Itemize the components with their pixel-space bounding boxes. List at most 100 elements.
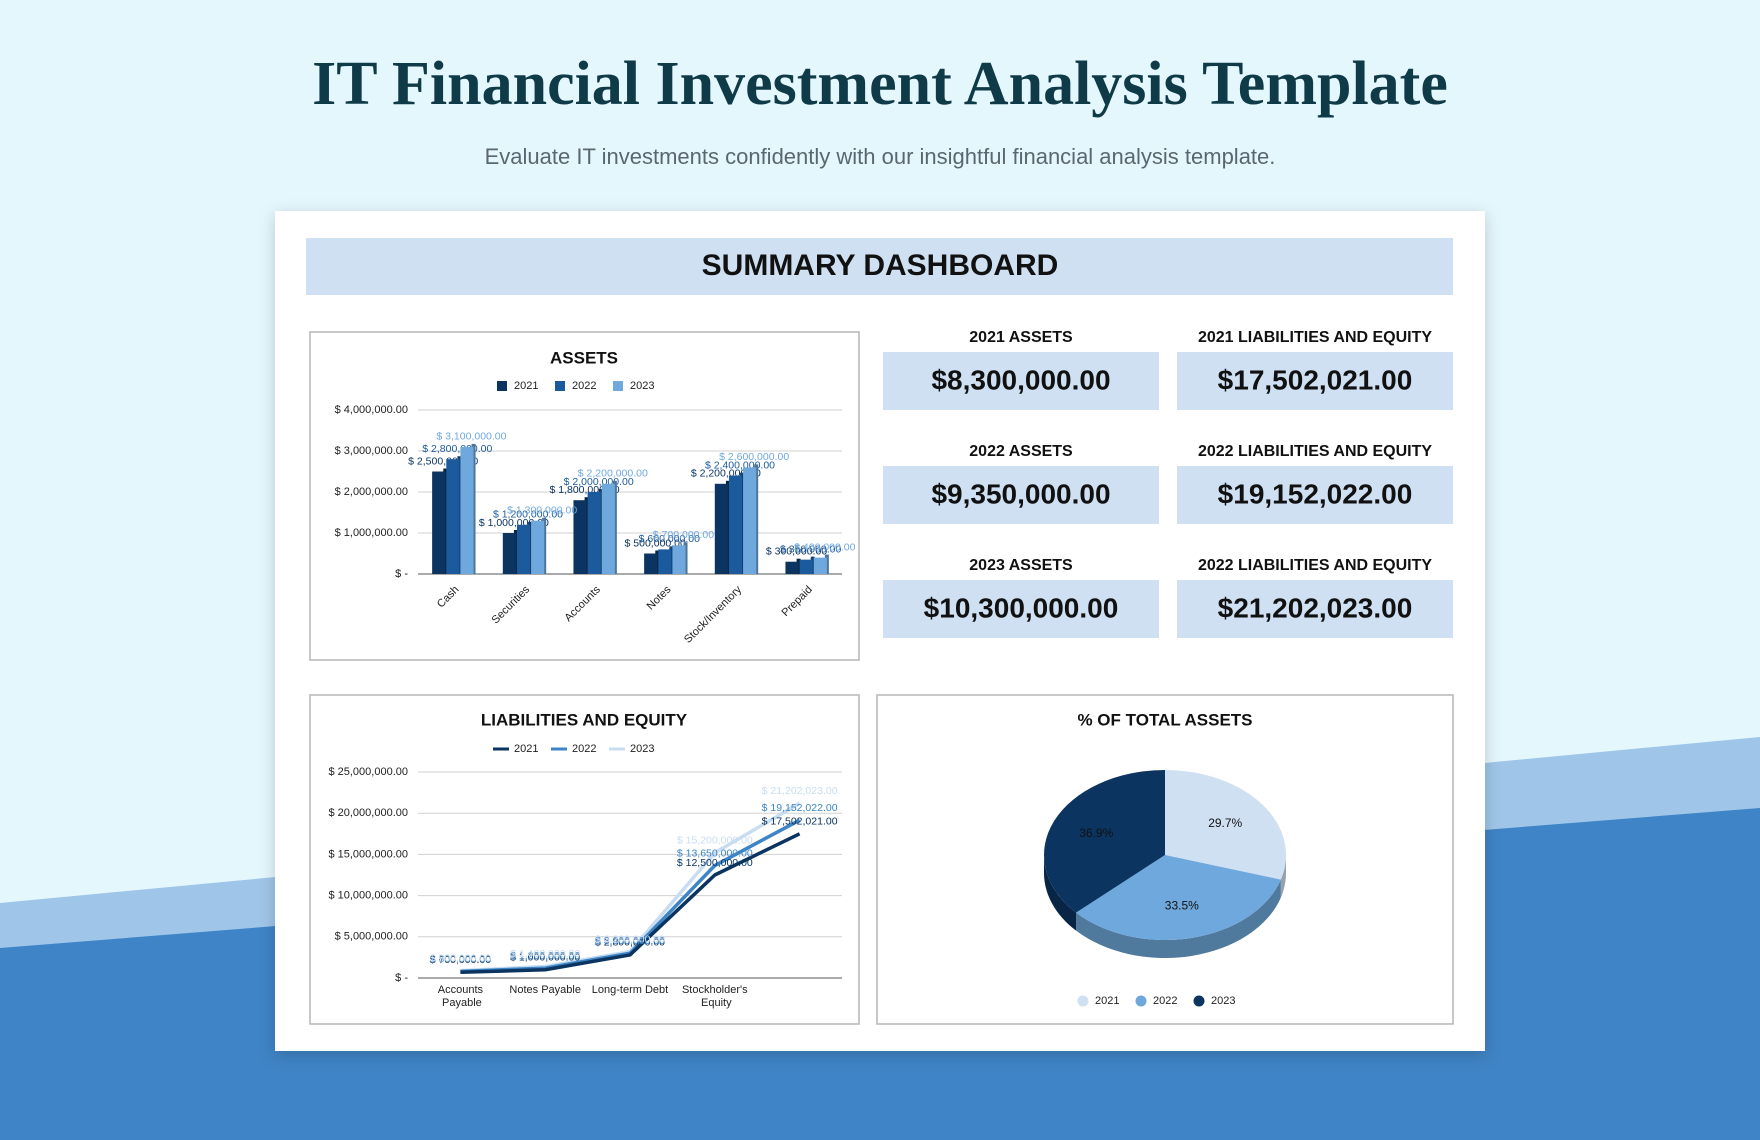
legend-label: 2022 — [1153, 995, 1177, 1007]
page-title: IT Financial Investment Analysis Templat… — [312, 50, 1448, 118]
panel — [309, 331, 860, 661]
panel — [309, 694, 860, 1025]
data-label: $ 15,200,000.00 — [677, 835, 753, 847]
data-label: $ 900,000.00 — [430, 952, 491, 964]
legend-swatch — [1135, 995, 1147, 1007]
data-label: $ 12,500,000.00 — [677, 857, 753, 869]
kpi-box — [1177, 466, 1453, 524]
bar — [743, 467, 757, 574]
chart-title: ASSETS — [550, 348, 618, 367]
y-tick-label: $ 10,000,000.00 — [328, 890, 408, 902]
data-label: $ 17,502,021.00 — [762, 816, 838, 828]
data-label: $ 3,200,000.00 — [595, 933, 665, 945]
legend-swatch — [1193, 995, 1205, 1007]
page-subtitle: Evaluate IT investments confidently with… — [485, 144, 1276, 169]
kpi-value: $10,300,000.00 — [924, 592, 1119, 623]
pie-slice — [1043, 770, 1165, 913]
x-tick-label: Notes Payable — [509, 984, 581, 996]
x-tick-label: Stockholder's Equity — [682, 984, 748, 1009]
bar — [531, 520, 545, 574]
kpi-box — [883, 352, 1159, 410]
y-tick-label: $ 2,000,000.00 — [335, 486, 408, 498]
kpi-label: 2022 ASSETS — [969, 443, 1073, 460]
data-label: $ 2,800,000.00 — [595, 937, 665, 949]
legend-label: 2021 — [514, 380, 538, 392]
y-tick-label: $ 20,000,000.00 — [328, 807, 408, 819]
chart-title: LIABILITIES AND EQUITY — [481, 710, 688, 729]
dashboard-header — [306, 238, 1453, 295]
kpi-label: 2021 LIABILITIES AND EQUITY — [1198, 329, 1432, 346]
legend-swatch — [613, 381, 623, 391]
y-tick-label: $ 3,000,000.00 — [335, 445, 408, 457]
kpi-value: $21,202,023.00 — [1218, 592, 1413, 623]
data-label: $ 1,200,000.00 — [510, 950, 580, 962]
y-tick-label: $ - — [395, 972, 408, 984]
data-label: $ 3,100,000.00 — [436, 431, 506, 443]
legend-label: 2021 — [1095, 995, 1119, 1007]
y-tick-label: $ - — [395, 568, 408, 580]
bar — [728, 475, 743, 574]
x-tick-label: Accounts Payable — [438, 984, 484, 1009]
data-label: $ 19,152,022.00 — [762, 802, 838, 814]
data-label: 29.7% — [1208, 816, 1242, 830]
bar — [516, 524, 531, 574]
data-label: $ 2,600,000.00 — [719, 451, 789, 463]
data-label: $ 21,202,023.00 — [762, 785, 838, 797]
kpi-label: 2022 LIABILITIES AND EQUITY — [1198, 557, 1432, 574]
data-label: 33.5% — [1165, 899, 1199, 913]
kpi-box — [1177, 580, 1453, 638]
bar — [502, 533, 516, 574]
data-label: $ 400,000.00 — [794, 541, 855, 553]
bar — [446, 459, 460, 574]
bar — [672, 545, 686, 574]
legend-label: 2023 — [630, 743, 654, 755]
y-tick-label: $ 15,000,000.00 — [328, 848, 408, 860]
data-label: $ 500,000.00 — [625, 537, 686, 549]
legend-label: 2022 — [572, 743, 596, 755]
data-label: $ 300,000.00 — [766, 545, 827, 557]
kpi-value: $8,300,000.00 — [931, 364, 1110, 395]
bar — [601, 483, 615, 574]
bar — [587, 492, 601, 574]
data-label: $ 1,300,000.00 — [507, 504, 577, 516]
kpi-label: 2023 ASSETS — [969, 557, 1073, 574]
bar — [658, 549, 672, 574]
data-label: $ 800,000.00 — [430, 953, 491, 965]
dashboard-title: SUMMARY DASHBOARD — [702, 249, 1059, 282]
legend-swatch — [497, 381, 507, 391]
kpi-box — [883, 466, 1159, 524]
y-tick-label: $ 25,000,000.00 — [328, 766, 408, 778]
data-label: $ 2,200,000.00 — [578, 468, 648, 480]
bar — [644, 553, 658, 574]
legend-label: 2023 — [1211, 995, 1235, 1007]
x-tick-label: Long-term Debt — [592, 984, 668, 996]
legend-label: 2021 — [514, 743, 538, 755]
data-label: $ 2,800,000.00 — [422, 443, 492, 455]
kpi-box — [1177, 352, 1453, 410]
legend-swatch — [555, 381, 565, 391]
y-tick-label: $ 5,000,000.00 — [335, 931, 408, 943]
chart-title: % OF TOTAL ASSETS — [1077, 710, 1252, 729]
kpi-value: $19,152,022.00 — [1218, 478, 1413, 509]
kpi-label: 2021 ASSETS — [969, 329, 1073, 346]
bar — [460, 446, 474, 574]
y-tick-label: $ 4,000,000.00 — [335, 404, 408, 416]
bar — [785, 561, 799, 574]
pie-slice — [1076, 855, 1281, 941]
kpi-value: $17,502,021.00 — [1218, 364, 1413, 395]
legend-label: 2022 — [572, 380, 596, 392]
bar — [813, 557, 827, 574]
bar — [573, 500, 587, 574]
legend-swatch — [1077, 995, 1089, 1007]
data-label: $ 3,000,000.00 — [595, 935, 665, 947]
kpi-label: 2022 LIABILITIES AND EQUITY — [1198, 443, 1432, 460]
pie-side — [1044, 855, 1077, 931]
kpi-box — [883, 580, 1159, 638]
bar — [432, 471, 446, 574]
data-label: $ 13,650,000.00 — [677, 847, 753, 859]
data-label: 36.9% — [1079, 826, 1113, 840]
bar — [714, 483, 728, 574]
data-label: $ 600,000.00 — [639, 533, 700, 545]
